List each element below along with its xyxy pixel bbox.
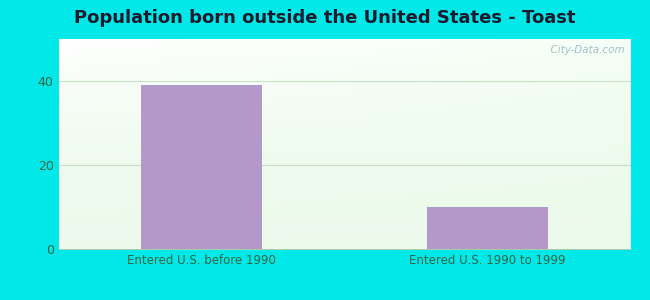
- Bar: [428, 207, 547, 249]
- Bar: [142, 85, 261, 249]
- Text: City-Data.com: City-Data.com: [544, 45, 625, 55]
- Text: Population born outside the United States - Toast: Population born outside the United State…: [74, 9, 576, 27]
